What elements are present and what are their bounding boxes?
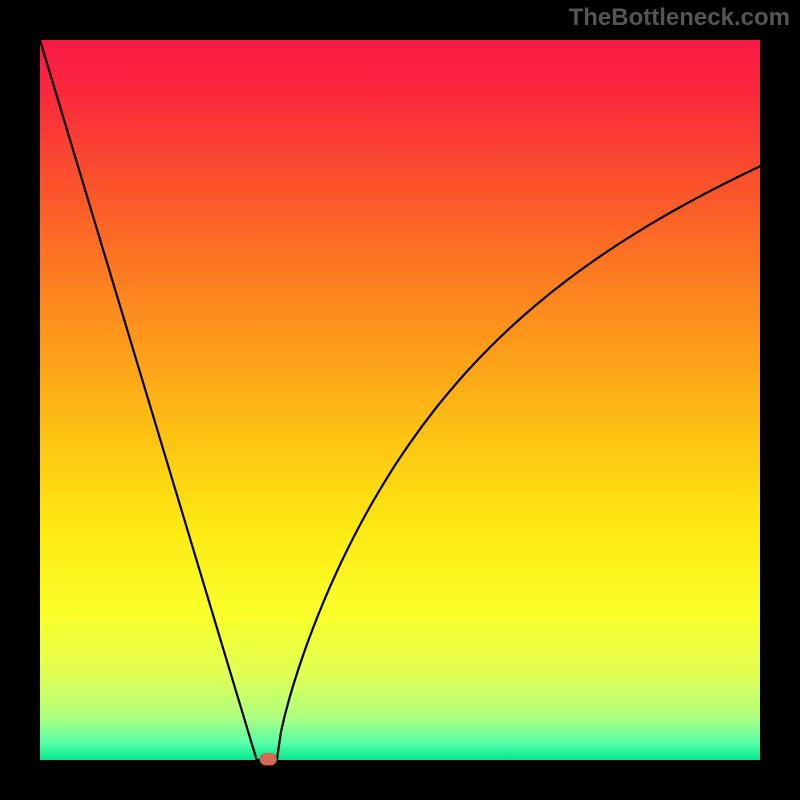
chart-svg (0, 0, 800, 800)
optimum-marker (260, 753, 277, 765)
watermark: TheBottleneck.com (569, 4, 790, 32)
chart-container: TheBottleneck.com (0, 0, 800, 800)
